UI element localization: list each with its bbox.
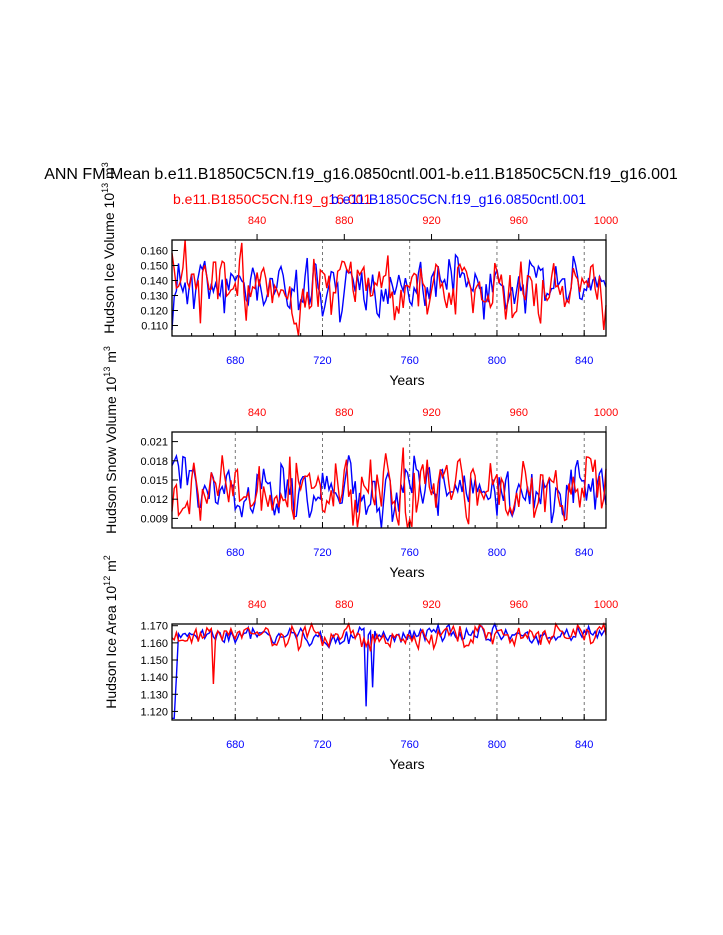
- x-tick-label-bottom: 760: [401, 547, 419, 559]
- y-tick-label: 0.012: [140, 494, 168, 506]
- x-tick-label-bottom: 760: [401, 355, 419, 367]
- x-tick-label-top: 840: [248, 599, 266, 611]
- x-tick-label-bottom: 720: [313, 547, 331, 559]
- series-line-blue: [171, 453, 607, 529]
- x-tick-label-bottom: 760: [401, 739, 419, 751]
- x-tick-label-top: 960: [510, 599, 528, 611]
- y-axis-label-part: Hudson Snow Volume 10: [103, 376, 119, 533]
- x-tick-label-bottom: 800: [488, 547, 506, 559]
- y-tick-label: 1.170: [140, 621, 168, 633]
- x-tick-label-top: 920: [422, 407, 440, 419]
- x-tick-label-bottom: 680: [226, 547, 244, 559]
- y-axis-label-part: 12: [102, 576, 112, 586]
- y-tick-label: 1.130: [140, 689, 168, 701]
- y-axis-label-part: m: [103, 351, 119, 367]
- y-tick-label: 0.120: [140, 306, 168, 318]
- y-axis-label-part: 3: [100, 162, 110, 167]
- x-tick-label-bottom: 720: [313, 355, 331, 367]
- x-tick-label-top: 1000: [594, 599, 618, 611]
- figure-title: ANN FM Mean b.e11.B1850C5CN.f19_g16.0850…: [44, 166, 678, 183]
- y-tick-label: 0.018: [140, 456, 168, 468]
- x-tick-label-bottom: 680: [226, 355, 244, 367]
- x-tick-label-top: 960: [510, 407, 528, 419]
- plot-frame: [171, 239, 607, 337]
- x-tick-label-bottom: 800: [488, 355, 506, 367]
- x-tick-label-top: 1000: [594, 407, 618, 419]
- y-axis-label-part: 2: [102, 555, 112, 560]
- y-axis-label-part: m: [101, 167, 117, 183]
- x-tick-label-top: 1000: [594, 215, 618, 227]
- x-tick-label-top: 880: [335, 215, 353, 227]
- legend-blue-label: b.e11.B1850C5CN.f19_g16.0850cntl.001: [331, 191, 586, 207]
- x-tick-label-top: 880: [335, 599, 353, 611]
- y-tick-label: 1.150: [140, 655, 168, 667]
- x-tick-label-top: 960: [510, 215, 528, 227]
- x-tick-label-bottom: 840: [575, 739, 593, 751]
- x-tick-label-top: 880: [335, 407, 353, 419]
- series-line-red: [171, 447, 607, 529]
- x-tick-label-bottom: 680: [226, 739, 244, 751]
- y-axis-label-part: 13: [100, 183, 110, 193]
- x-tick-label-bottom: 840: [575, 355, 593, 367]
- y-axis-label: Hudson Ice Area 1012 m2: [102, 555, 119, 709]
- y-tick-label: 0.021: [140, 437, 168, 449]
- x-tick-label-bottom: 800: [488, 739, 506, 751]
- y-axis-label-part: 3: [102, 346, 112, 351]
- series-line-blue: [172, 622, 607, 719]
- y-axis-label-part: Hudson Ice Volume 10: [101, 193, 117, 334]
- chart-panels: 680 720 760 800 840 840 880 920 960 1000 0.110 0.12…: [100, 162, 618, 772]
- y-tick-label: 0.015: [140, 475, 168, 487]
- y-axis-label-part: 13: [102, 367, 112, 377]
- legend-red-label: b.e11.B1850C5CN.f19_g16.001: [173, 191, 371, 207]
- series-line-red: [171, 621, 607, 685]
- y-tick-label: 0.110: [141, 321, 168, 333]
- x-tick-label-top: 840: [248, 215, 266, 227]
- chart-panel-2: 680 720 760 800 840 840 880 920 960 1000 0.009 0.01…: [102, 346, 618, 580]
- series-line-red: [171, 239, 607, 337]
- y-tick-label: 1.160: [140, 638, 168, 650]
- chart-panel-1: 680 720 760 800 840 840 880 920 960 1000 0.110 0.12…: [100, 162, 618, 388]
- y-tick-label: 1.120: [140, 706, 168, 718]
- y-tick-label: 0.150: [140, 261, 168, 273]
- plot-frame: [171, 431, 607, 529]
- y-axis-label: Hudson Ice Volume 1013 m3: [100, 162, 117, 333]
- x-axis-label: Years: [389, 756, 424, 772]
- x-tick-label-bottom: 840: [575, 547, 593, 559]
- y-axis-label: Hudson Snow Volume 1013 m3: [102, 346, 119, 534]
- y-tick-label: 0.009: [140, 513, 168, 525]
- x-axis-label: Years: [389, 564, 424, 580]
- y-tick-label: 1.140: [140, 672, 168, 684]
- x-tick-label-top: 840: [248, 407, 266, 419]
- y-axis-label-part: Hudson Ice Area 10: [103, 586, 119, 709]
- x-tick-label-top: 920: [422, 599, 440, 611]
- x-tick-label-bottom: 720: [313, 739, 331, 751]
- y-tick-label: 0.160: [140, 246, 168, 258]
- y-tick-label: 0.130: [140, 291, 168, 303]
- y-tick-label: 0.140: [140, 276, 168, 288]
- plot-frame: [171, 623, 607, 721]
- y-axis-label-part: m: [103, 560, 119, 576]
- chart-panel-3: 680 720 760 800 840 840 880 920 960 1000 1.120 1.13…: [102, 555, 618, 772]
- x-tick-label-top: 920: [422, 215, 440, 227]
- x-axis-label: Years: [389, 372, 424, 388]
